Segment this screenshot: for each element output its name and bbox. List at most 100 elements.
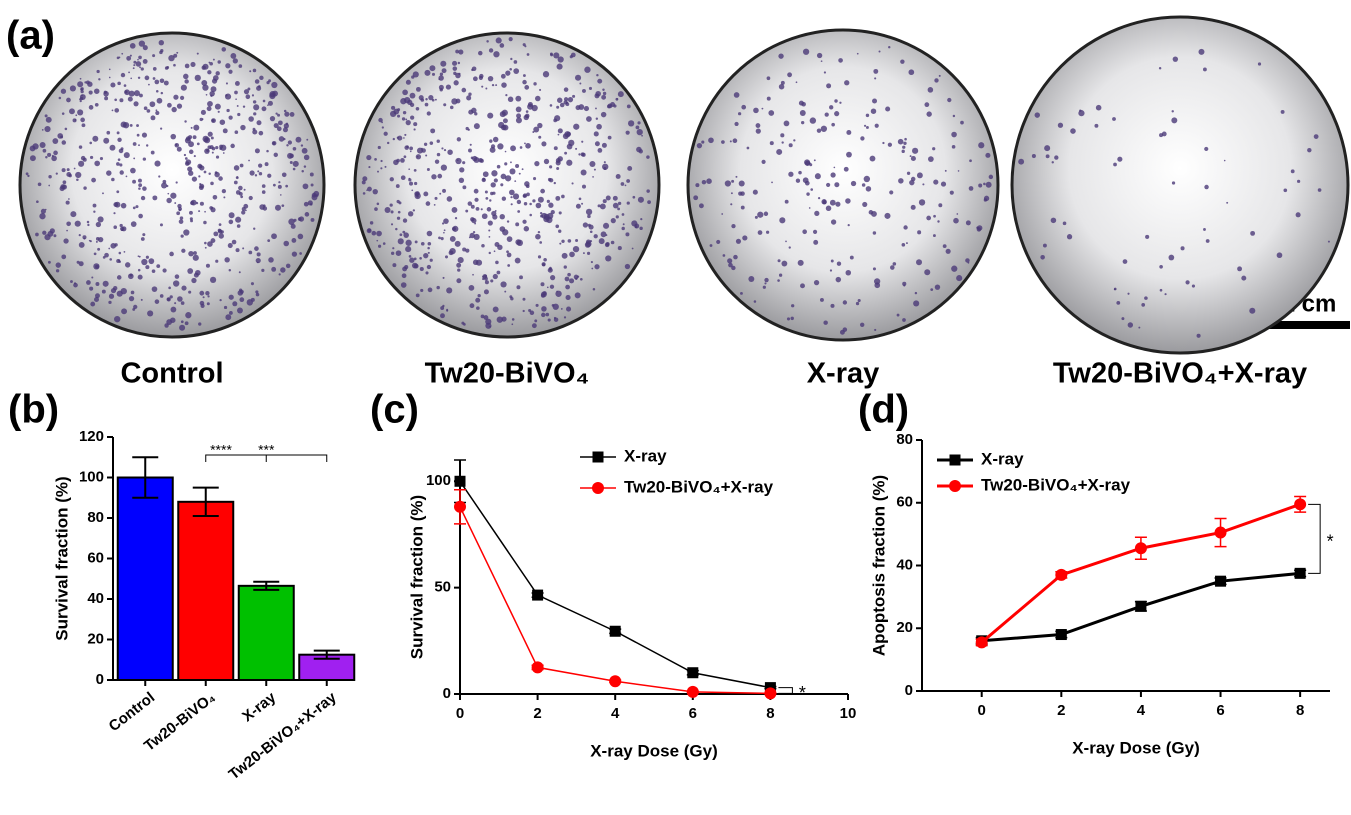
colony xyxy=(507,264,511,267)
colony xyxy=(183,229,190,236)
colony xyxy=(402,110,407,115)
colony xyxy=(874,123,879,128)
colony xyxy=(561,194,565,199)
colony xyxy=(403,155,407,159)
colony xyxy=(42,230,47,235)
colony xyxy=(276,126,282,132)
colony xyxy=(128,71,130,74)
colony xyxy=(724,180,731,187)
colony xyxy=(779,217,786,224)
colony xyxy=(138,55,142,60)
colony xyxy=(392,247,395,250)
colony xyxy=(924,269,931,276)
colony xyxy=(506,250,509,254)
colony xyxy=(233,165,240,171)
colony xyxy=(1054,155,1059,160)
colony xyxy=(1116,300,1121,305)
colony xyxy=(204,210,206,213)
colony xyxy=(442,304,445,308)
colony xyxy=(458,177,465,183)
colony xyxy=(283,240,290,247)
colony xyxy=(124,262,131,268)
colony xyxy=(983,182,986,186)
colony xyxy=(300,144,304,147)
colony xyxy=(188,290,192,294)
colony xyxy=(493,250,496,253)
colony xyxy=(66,168,70,172)
colony xyxy=(1204,184,1209,190)
colony xyxy=(125,175,128,178)
colony xyxy=(443,148,447,152)
colony xyxy=(439,192,442,195)
colony xyxy=(922,183,925,186)
colony xyxy=(567,272,571,277)
colony xyxy=(896,313,900,317)
colony xyxy=(237,307,243,314)
colony xyxy=(523,226,530,232)
colony xyxy=(420,288,424,293)
colony xyxy=(934,78,939,83)
colony xyxy=(120,72,126,78)
colony xyxy=(152,77,156,80)
colony xyxy=(504,162,508,166)
colony xyxy=(755,123,761,128)
colony xyxy=(291,251,298,257)
colony xyxy=(97,216,104,223)
marker xyxy=(454,500,466,513)
y-axis-label: Apoptosis fraction (%) xyxy=(869,475,888,656)
colony xyxy=(79,77,82,80)
colony xyxy=(801,121,805,125)
colony xyxy=(79,98,81,101)
colony xyxy=(409,150,412,153)
colony xyxy=(29,155,36,162)
colony xyxy=(814,173,821,180)
colony xyxy=(207,295,210,298)
colony xyxy=(484,274,487,278)
colony xyxy=(78,234,81,237)
colony xyxy=(814,210,820,217)
colony xyxy=(1044,145,1051,152)
colony xyxy=(446,196,453,202)
colony xyxy=(384,165,387,168)
colony xyxy=(231,239,237,245)
colony xyxy=(121,226,127,232)
series-line xyxy=(459,506,771,695)
colony xyxy=(130,77,133,80)
y-tick-label: 60 xyxy=(896,494,913,511)
y-tick-label: 0 xyxy=(905,682,913,699)
marker xyxy=(1135,600,1147,612)
colony xyxy=(537,230,541,234)
colony xyxy=(380,159,383,163)
colony xyxy=(737,112,742,116)
colony xyxy=(901,243,906,247)
colony xyxy=(586,116,592,122)
colony xyxy=(926,215,932,221)
colony xyxy=(509,189,515,196)
colony xyxy=(245,94,251,100)
colony xyxy=(267,100,273,106)
colony xyxy=(138,144,140,147)
colony xyxy=(455,98,461,104)
colony xyxy=(89,155,94,160)
colony xyxy=(816,128,822,133)
colony xyxy=(444,255,449,259)
colony xyxy=(903,225,908,230)
colony xyxy=(118,251,122,255)
colony xyxy=(52,138,59,144)
colony xyxy=(139,93,143,98)
colony xyxy=(516,285,521,290)
colony xyxy=(574,74,582,81)
colony xyxy=(309,172,314,177)
colony xyxy=(493,51,500,58)
colony xyxy=(89,286,94,291)
colony xyxy=(578,197,582,201)
colony xyxy=(521,168,524,171)
colony xyxy=(35,232,39,237)
colony xyxy=(409,257,415,263)
colony xyxy=(602,91,607,96)
marker xyxy=(609,625,621,637)
colony xyxy=(237,112,241,117)
colony xyxy=(173,63,176,67)
colony xyxy=(219,144,224,149)
colony xyxy=(167,102,172,108)
